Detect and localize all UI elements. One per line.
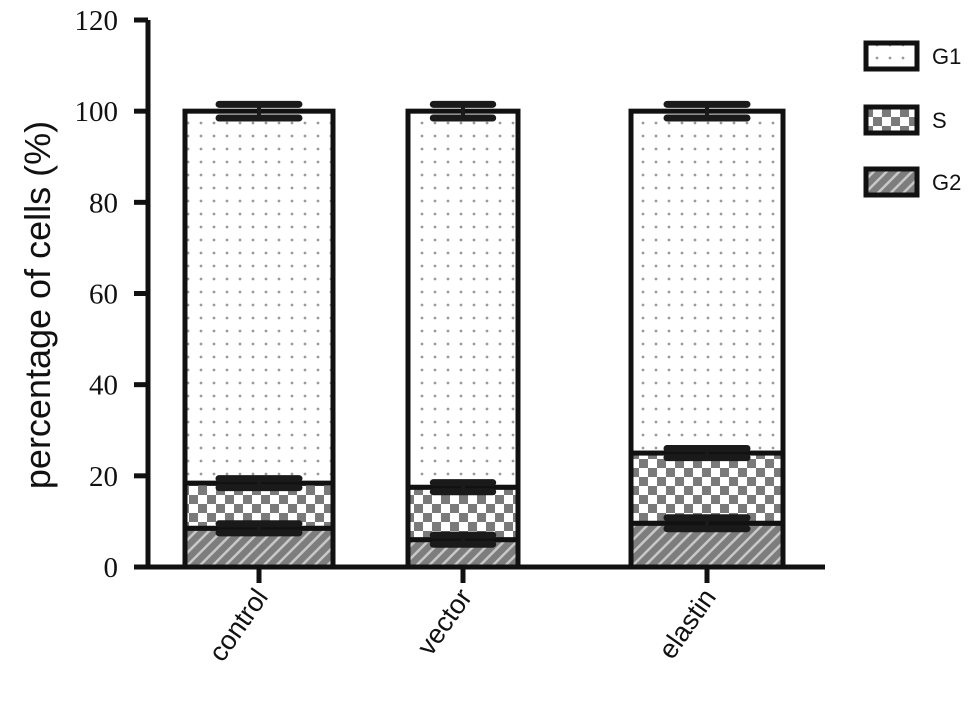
segment-G1	[405, 108, 521, 490]
y-tick-label: 60	[89, 279, 118, 311]
legend-item-G2: G2	[863, 166, 961, 198]
y-axis: 0 20 40 60 80 100 120	[75, 5, 151, 584]
y-tick-label: 120	[75, 5, 119, 37]
legend-swatch	[863, 166, 920, 198]
y-tick-label: 80	[89, 187, 118, 219]
y-tick-label: 20	[89, 461, 118, 493]
x-tick-label: control	[203, 583, 274, 667]
bar-elastin	[628, 100, 786, 570]
bar-vector	[405, 100, 521, 570]
y-axis-title: percentage of cells (%)	[17, 121, 58, 489]
legend-swatch	[863, 40, 920, 72]
x-tick-label: vector	[411, 583, 478, 660]
legend: G1 S G2	[863, 40, 961, 198]
legend-label: G2	[932, 170, 961, 195]
legend-label: S	[932, 108, 947, 133]
legend-item-G1: G1	[863, 40, 961, 72]
segment-G1	[182, 108, 336, 486]
legend-label: G1	[932, 44, 961, 69]
x-tick-label: elastin	[653, 583, 722, 664]
y-tick-label: 100	[75, 96, 119, 128]
y-tick-label: 0	[104, 552, 119, 584]
segment-G1	[628, 108, 786, 456]
x-axis: control vector elastin	[134, 564, 825, 667]
segment-S	[628, 450, 786, 526]
legend-item-S: S	[863, 104, 947, 136]
legend-swatch	[863, 104, 920, 136]
bar-control	[182, 100, 336, 570]
y-tick-label: 40	[89, 370, 118, 402]
bars	[182, 100, 786, 570]
